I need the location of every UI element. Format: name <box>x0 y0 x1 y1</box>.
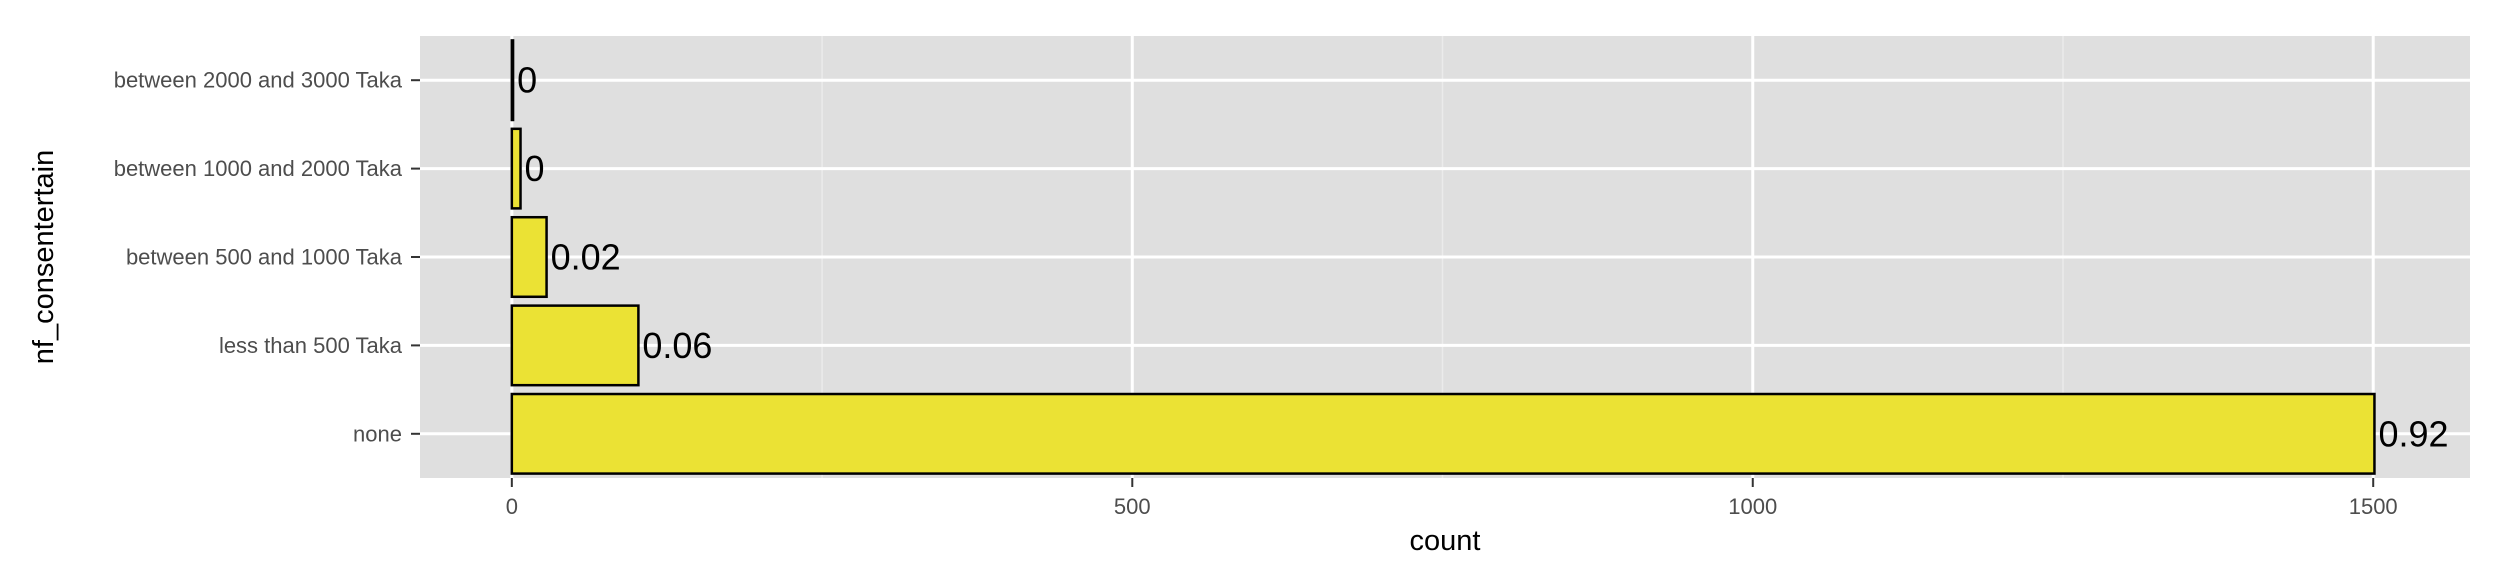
bars <box>510 39 2376 475</box>
x-tick-label: 0 <box>506 494 518 519</box>
y-tick-label: between 2000 and 3000 Taka <box>114 68 403 93</box>
bar <box>510 215 548 299</box>
x-tick-label: 1000 <box>1728 494 1777 519</box>
bar-labels: 0.92 0.06 0.02 0 0 <box>517 60 2448 455</box>
bar-label: 0.92 <box>2378 413 2448 454</box>
bar <box>510 392 2376 475</box>
y-tick-label: between 500 and 1000 Taka <box>126 245 403 270</box>
y-axis-title: nf_consentertain <box>28 150 60 364</box>
bar <box>510 304 640 387</box>
bar-label: 0.02 <box>551 237 621 278</box>
bar <box>510 127 522 210</box>
x-axis-title: count <box>1410 525 1481 557</box>
bar-label: 0 <box>517 60 537 101</box>
y-tick-label: less than 500 Taka <box>219 333 403 358</box>
y-tick-label: between 1000 and 2000 Taka <box>114 156 403 181</box>
x-tick-label: 1500 <box>2349 494 2398 519</box>
x-tick-label: 500 <box>1114 494 1151 519</box>
x-axis: 0 500 1000 1500 <box>506 478 2398 519</box>
bar-label: 0 <box>525 148 545 189</box>
bar <box>510 39 515 122</box>
y-tick-label: none <box>353 421 402 446</box>
y-axis: none less than 500 Taka between 500 and 10… <box>114 68 420 446</box>
bar-label: 0.06 <box>642 325 712 366</box>
